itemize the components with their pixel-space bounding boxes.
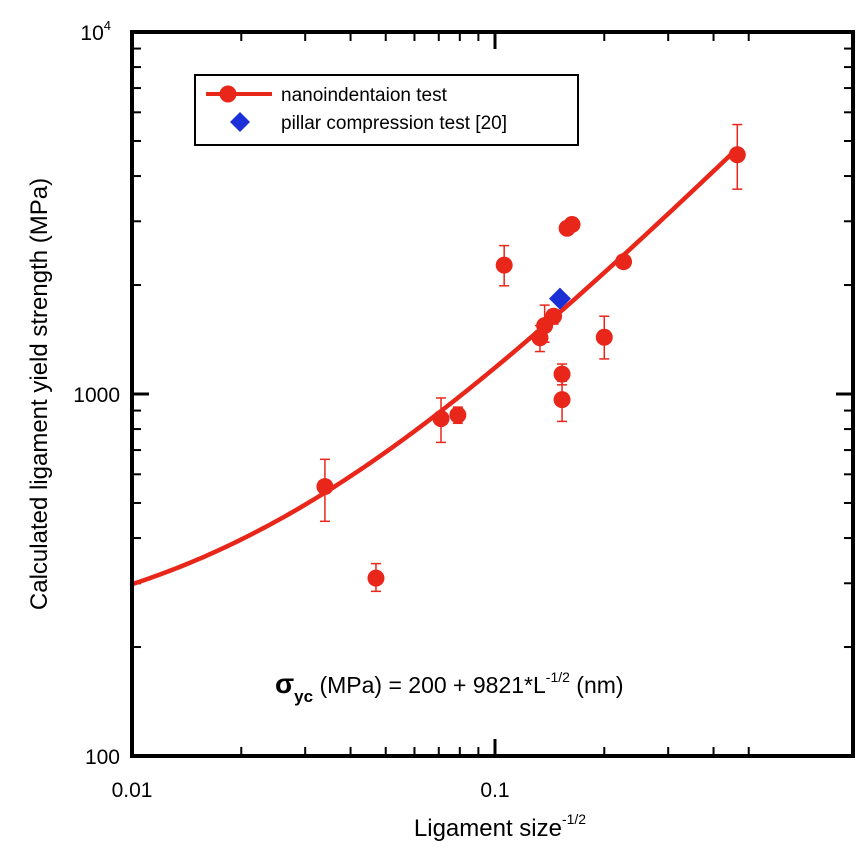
data-points: [316, 146, 746, 587]
data-point-nanoindentation: [367, 569, 385, 587]
tick-labels: 0.01 0.1 100 1000 104: [73, 18, 509, 802]
legend-marker-pillar: [230, 112, 250, 132]
data-point-nanoindentation: [316, 478, 334, 496]
x-tick-label: 0.01: [112, 779, 153, 802]
equation-superscript: -1/2: [546, 669, 570, 685]
equation-body: (MPa) = 200 + 9821*L: [313, 672, 546, 698]
equation-unit: (nm): [570, 672, 624, 698]
data-point-pillar: [548, 287, 571, 310]
legend: nanoindentaion test pillar compression t…: [194, 74, 579, 146]
legend-box: [194, 74, 579, 146]
legend-marker-nanoindentation: [219, 85, 237, 103]
data-point-nanoindentation: [595, 328, 613, 346]
fit-curve: [129, 146, 740, 587]
error-bars: [319, 123, 743, 593]
equation-subscript: yc: [294, 687, 313, 706]
x-axis-title-superscript: -1/2: [562, 811, 586, 827]
data-point-nanoindentation: [495, 256, 513, 274]
legend-label-pillar: pillar compression test [20]: [281, 113, 507, 134]
y-tick-label: 100: [85, 746, 120, 769]
legend-label-nanoindentation: nanoindentaion test: [281, 85, 448, 106]
data-point-nanoindentation: [615, 253, 633, 271]
data-point-nanoindentation: [553, 365, 571, 383]
y-tick-label: 104: [80, 18, 111, 45]
equation-sigma: σ: [275, 668, 294, 699]
y-axis-title: Calculated ligament yield strength (MPa): [26, 178, 53, 610]
data-point-nanoindentation: [432, 410, 450, 428]
data-point-nanoindentation: [545, 307, 563, 325]
data-point-nanoindentation: [553, 391, 571, 409]
data-point-nanoindentation: [728, 146, 746, 164]
x-tick-label: 0.1: [480, 779, 509, 802]
plot-frame: [130, 30, 855, 758]
data-point-nanoindentation: [563, 215, 581, 233]
fit-equation: σyc (MPa) = 200 + 9821*L-1/2 (nm): [275, 668, 624, 706]
x-axis-title-text: Ligament size: [414, 815, 562, 842]
x-axis-title: Ligament size-1/2: [414, 811, 586, 842]
data-point-nanoindentation: [449, 406, 467, 424]
y-tick-label: 1000: [73, 384, 120, 407]
